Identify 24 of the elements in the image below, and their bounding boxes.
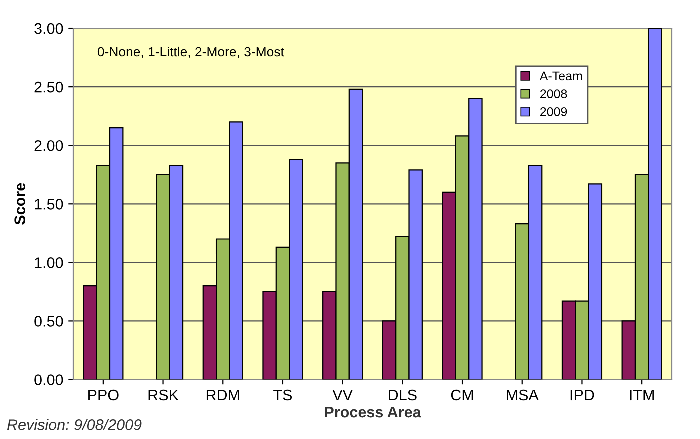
x-tick-label: TS xyxy=(274,390,292,401)
y-tick-label: 1.00 xyxy=(35,258,64,268)
x-tick-label: RSK xyxy=(148,390,179,401)
legend-label: 2009 xyxy=(540,108,568,116)
y-tick-label: 3.00 xyxy=(34,23,64,34)
x-tick-label: ITM xyxy=(630,390,654,401)
x-tick-label: RDM xyxy=(206,390,240,401)
legend-label: A-Team xyxy=(540,72,582,81)
x-tick-label: MSA xyxy=(507,390,539,401)
legend-label: 2008 xyxy=(540,90,568,98)
x-tick-label: CM xyxy=(451,390,474,401)
y-tick-label: 2.50 xyxy=(34,82,64,93)
x-tick-label: PPO xyxy=(88,390,119,401)
x-axis-title: Process Area xyxy=(325,407,422,418)
annotation: 0-None, 1-Little, 2-More, 3-Most xyxy=(98,46,284,58)
y-axis-title: Score xyxy=(14,183,26,225)
x-tick-label: DLS xyxy=(389,390,417,401)
y-tick-label: 2.00 xyxy=(34,140,64,152)
text: Revision: 9/08/2009 xyxy=(7,419,142,430)
x-tick-label: IPD xyxy=(570,390,594,401)
y-tick-label: 1.50 xyxy=(35,199,64,210)
x-tick-label: VV xyxy=(332,390,353,401)
y-tick-label: 0.50 xyxy=(34,316,64,327)
y-tick-label: 0.00 xyxy=(34,374,64,386)
